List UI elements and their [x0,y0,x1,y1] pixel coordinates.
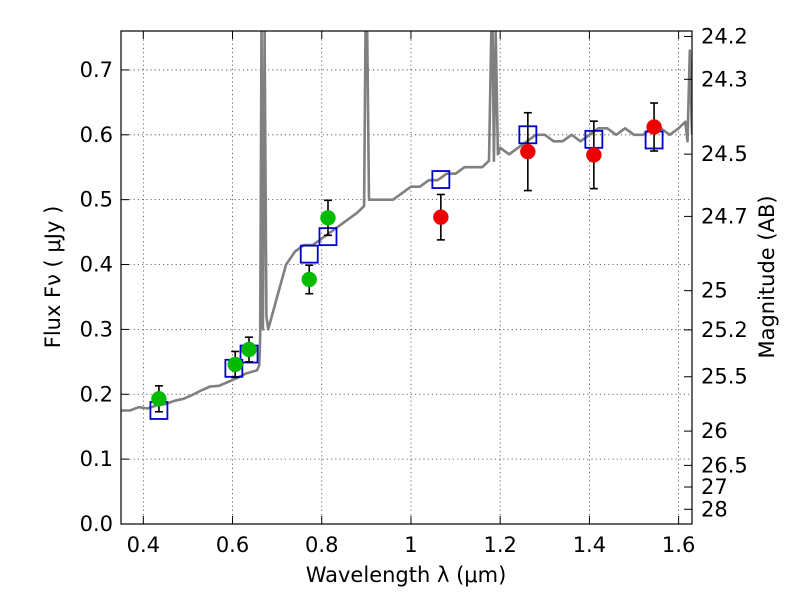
y-tick-label: 0.7 [80,58,113,82]
model-photometry-square [431,170,451,189]
axes: 0.4 0.6 0.8 1 1.2 1.4 1.6 0.0 0.1 0.2 0.3 0.4 0.5 0.6… [80,24,748,557]
nir-data-point [433,209,449,225]
optical-data-point [320,210,336,226]
mag-tick-label: 25 [701,279,728,303]
y-axis-label: Flux Fν ( μJy ) [41,206,65,349]
x-tick-label: 0.6 [216,533,249,557]
x-tick-label: 1.4 [573,533,606,557]
y-tick-label: 0.4 [80,253,113,277]
x-axis-label: Wavelength λ (μm) [306,563,507,587]
y-tick-label: 0.2 [80,382,113,406]
mag-tick-label: 27 [701,475,728,499]
mag-tick-label: 28 [701,497,728,521]
plot-area [121,31,692,420]
mag-tick-label: 24.3 [701,67,748,91]
optical-data-point [151,391,167,407]
x-tick-label: 0.8 [305,533,338,557]
y-tick-label: 0.5 [80,188,113,212]
mag-tick-label: 26.5 [701,453,748,477]
x-tick-label: 1.2 [483,533,516,557]
mag-tick-label: 26 [701,419,728,443]
y-tick-label: 0.6 [80,123,113,147]
mag-tick-label: 25.2 [701,318,748,342]
optical-data-point [227,356,243,373]
optical-data-point [301,271,318,288]
y-tick-label: 0.1 [80,447,113,471]
mag-tick-label: 24.7 [701,204,748,228]
plot-frame [120,30,693,525]
nir-data-point [646,119,662,135]
y2-axis-label: Magnitude (AB) [755,195,779,358]
y-tick-label: 0.0 [80,512,113,536]
nir-data-point [586,147,602,163]
model-photometry-square [299,244,319,264]
mag-tick-label: 24.5 [701,142,748,166]
x-tick-label: 1 [404,533,417,557]
y-tick-label: 0.3 [80,317,113,341]
x-tick-label: 1.6 [662,533,695,557]
nir-data-point [520,143,536,160]
mag-tick-label: 25.5 [701,365,748,389]
optical-data-point [241,341,257,358]
mag-tick-label: 24.2 [701,24,748,48]
x-tick-label: 0.4 [127,533,160,557]
